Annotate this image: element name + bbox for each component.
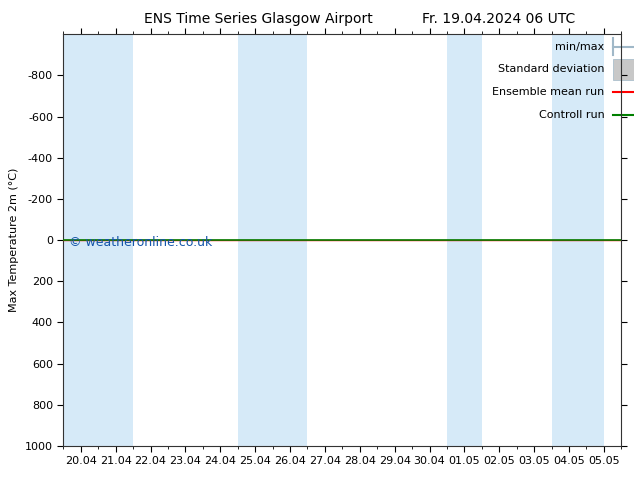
Y-axis label: Max Temperature 2m (°C): Max Temperature 2m (°C)	[10, 168, 20, 312]
Text: © weatheronline.co.uk: © weatheronline.co.uk	[69, 236, 212, 248]
Text: Fr. 19.04.2024 06 UTC: Fr. 19.04.2024 06 UTC	[422, 12, 575, 26]
Bar	[63, 34, 98, 446]
Bar	[552, 34, 586, 446]
Bar	[447, 34, 482, 446]
Text: Standard deviation: Standard deviation	[498, 64, 605, 74]
Text: min/max: min/max	[555, 42, 605, 51]
Bar	[238, 34, 273, 446]
Text: Ensemble mean run: Ensemble mean run	[493, 87, 605, 97]
Text: ENS Time Series Glasgow Airport: ENS Time Series Glasgow Airport	[145, 12, 373, 26]
Bar	[273, 34, 307, 446]
Text: Controll run: Controll run	[539, 110, 605, 120]
FancyBboxPatch shape	[613, 59, 634, 79]
Bar	[98, 34, 133, 446]
Bar	[586, 34, 604, 446]
